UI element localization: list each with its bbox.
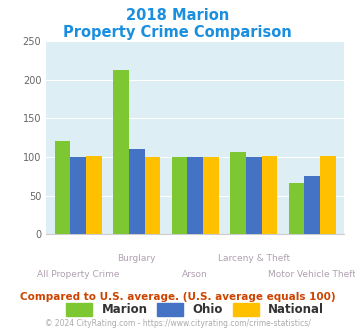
- Bar: [171, 157, 187, 234]
- Bar: [304, 176, 320, 234]
- Bar: [187, 157, 203, 234]
- Bar: [230, 152, 246, 234]
- Bar: [129, 149, 145, 234]
- Text: Larceny & Theft: Larceny & Theft: [218, 254, 290, 263]
- Legend: Marion, Ohio, National: Marion, Ohio, National: [62, 298, 329, 321]
- Bar: [246, 157, 262, 234]
- Text: © 2024 CityRating.com - https://www.cityrating.com/crime-statistics/: © 2024 CityRating.com - https://www.city…: [45, 319, 310, 328]
- Bar: [262, 156, 277, 234]
- Bar: [55, 141, 70, 234]
- Bar: [145, 157, 160, 234]
- Bar: [113, 70, 129, 234]
- Text: All Property Crime: All Property Crime: [37, 270, 120, 280]
- Bar: [86, 156, 102, 234]
- Text: Arson: Arson: [182, 270, 208, 280]
- Bar: [203, 157, 219, 234]
- Text: Motor Vehicle Theft: Motor Vehicle Theft: [268, 270, 355, 280]
- Text: Burglary: Burglary: [118, 254, 156, 263]
- Text: Compared to U.S. average. (U.S. average equals 100): Compared to U.S. average. (U.S. average …: [20, 292, 335, 302]
- Text: Property Crime Comparison: Property Crime Comparison: [63, 25, 292, 40]
- Bar: [70, 157, 86, 234]
- Bar: [289, 182, 304, 234]
- Bar: [320, 156, 336, 234]
- Text: 2018 Marion: 2018 Marion: [126, 8, 229, 23]
